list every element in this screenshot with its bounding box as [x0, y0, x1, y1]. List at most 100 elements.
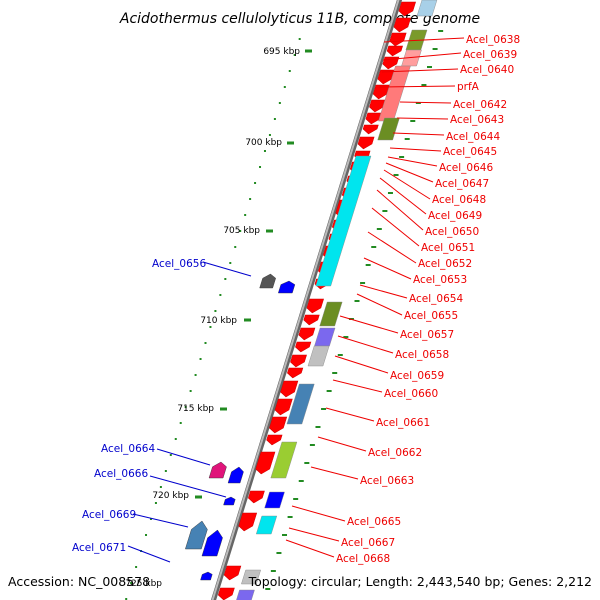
tick-label: 700 kbp: [245, 138, 282, 148]
leader-line: [149, 475, 227, 498]
feature-boxes: [234, 0, 438, 600]
gene-label[interactable]: Acel_0651: [421, 242, 475, 254]
leader-line: [132, 513, 189, 528]
tick-dot: [145, 534, 148, 536]
reverse-gene-shape: [259, 273, 276, 289]
gene-label[interactable]: Acel_0665: [347, 516, 401, 528]
reverse-gene-shape: [200, 571, 213, 581]
minor-tick: [337, 354, 343, 356]
leader-line: [156, 448, 211, 466]
gene-label[interactable]: Acel_0642: [453, 99, 507, 111]
reverse-genes: [185, 273, 296, 581]
gene-label[interactable]: Acel_0659: [390, 370, 444, 382]
gene-label[interactable]: Acel_0649: [428, 210, 482, 222]
gene-label[interactable]: Acel_0644: [446, 131, 500, 143]
gene-label[interactable]: Acel_0662: [368, 447, 422, 459]
feature-box: [255, 515, 278, 535]
gene-label[interactable]: Acel_0650: [425, 226, 479, 238]
gene-label[interactable]: Acel_0671: [72, 542, 126, 554]
gene-arrow-shape: [255, 451, 276, 475]
minor-tick: [387, 192, 393, 194]
minor-tick: [410, 120, 416, 122]
tick-dot: [194, 374, 197, 376]
gene-label[interactable]: Acel_0643: [450, 114, 504, 126]
gene-arrow-shape: [386, 45, 403, 57]
minor-tick: [376, 228, 382, 230]
gene-label[interactable]: Acel_0638: [466, 34, 520, 46]
minor-tick: [326, 390, 332, 392]
gene-label[interactable]: Acel_0661: [376, 417, 430, 429]
leader-line: [387, 156, 438, 167]
gene-label[interactable]: Acel_0657: [400, 329, 454, 341]
tick-dot: [268, 134, 271, 136]
feature-box: [264, 491, 285, 509]
gene-arrow: [238, 512, 258, 532]
gene-label[interactable]: prfA: [457, 81, 480, 93]
minor-tick: [365, 264, 371, 266]
minor-tick: [399, 156, 405, 158]
gene-label[interactable]: Acel_0660: [384, 388, 438, 400]
forward-genes: [217, 1, 416, 600]
gene-label[interactable]: Acel_0640: [460, 64, 514, 76]
gene-label[interactable]: Acel_0658: [395, 349, 449, 361]
gene-label[interactable]: Acel_0646: [439, 162, 493, 174]
left-gene-labels: Acel_0656 Acel_0664 Acel_0666 Acel_0669 …: [72, 258, 206, 554]
feature-rect: [264, 491, 285, 509]
gene-label[interactable]: Acel_0653: [413, 274, 467, 286]
reverse-gene: [185, 520, 208, 550]
leader-line: [339, 315, 399, 334]
leader-line: [363, 257, 412, 280]
gene-label[interactable]: Acel_0668: [336, 553, 390, 565]
gene-label[interactable]: Acel_0669: [82, 509, 136, 521]
reverse-gene: [223, 496, 236, 506]
leader-line: [392, 132, 445, 136]
feature-box: [377, 117, 400, 141]
gene-label[interactable]: Acel_0645: [443, 146, 497, 158]
tick-dot: [298, 38, 301, 40]
gene-arrow-shape: [393, 17, 412, 33]
gene-arrow: [357, 136, 375, 150]
leader-line: [385, 162, 434, 183]
gene-arrow: [298, 327, 316, 341]
gene-label[interactable]: Acel_0656: [152, 258, 206, 270]
tick-dot: [204, 342, 207, 344]
minor-tick: [354, 300, 360, 302]
feature-rect: [270, 441, 298, 479]
tick-dot: [244, 214, 247, 216]
gene-arrow: [274, 398, 293, 416]
feature-rect: [234, 589, 255, 600]
tick-dot: [154, 502, 157, 504]
tick-dot: [234, 246, 237, 248]
tick-dot: [259, 166, 262, 168]
gene-label[interactable]: Acel_0666: [94, 468, 148, 480]
leader-line: [383, 169, 431, 200]
gene-label[interactable]: Acel_0647: [435, 178, 489, 190]
feature-rect: [314, 327, 336, 347]
minor-tick: [293, 498, 299, 500]
gene-arrow-shape: [274, 398, 293, 416]
gene-label[interactable]: Acel_0648: [432, 194, 486, 206]
gene-arrow-shape: [269, 416, 288, 434]
gene-arrow: [362, 124, 379, 135]
gene-label[interactable]: Acel_0639: [463, 49, 517, 61]
tick-dot: [130, 582, 133, 584]
tick-dot: [179, 422, 182, 424]
leader-line: [317, 436, 367, 452]
leader-line: [332, 379, 383, 393]
gene-label[interactable]: Acel_0667: [341, 537, 395, 549]
gene-label[interactable]: Acel_0663: [360, 475, 414, 487]
leader-line: [291, 505, 346, 522]
tick-dot: [149, 518, 152, 520]
gene-arrow-shape: [266, 434, 283, 446]
gene-label[interactable]: Acel_0655: [404, 310, 458, 322]
tick-label: 725 kbp: [125, 579, 162, 589]
tick-dot: [249, 198, 252, 200]
leader-line: [383, 37, 465, 43]
gene-label[interactable]: Acel_0652: [418, 258, 472, 270]
gene-label[interactable]: Acel_0664: [101, 443, 155, 455]
minor-tick: [343, 336, 349, 338]
feature-box: [270, 441, 298, 479]
gene-label[interactable]: Acel_0654: [409, 293, 463, 305]
gene-arrow: [398, 1, 416, 17]
gene-arrow: [217, 587, 235, 600]
